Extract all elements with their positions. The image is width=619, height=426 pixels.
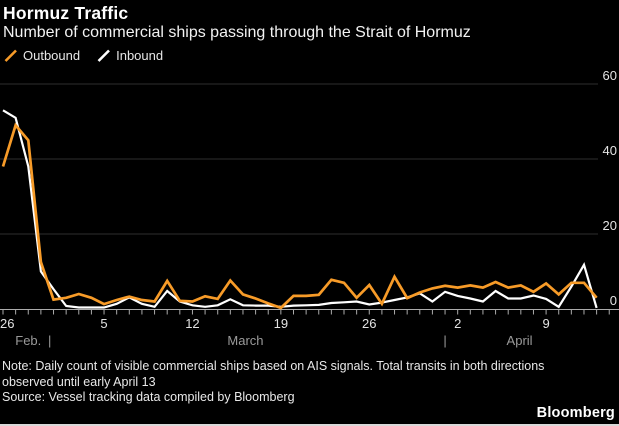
legend: Outbound Inbound — [4, 48, 163, 63]
chart-source: Source: Vessel tracking data compiled by… — [2, 390, 295, 404]
month-label-2: March — [227, 333, 263, 348]
slash-icon — [97, 49, 111, 62]
legend-item-inbound: Inbound — [97, 48, 163, 63]
month-label-3: | — [443, 333, 446, 348]
x-tick-label-1: 5 — [100, 316, 107, 331]
bloomberg-logo: Bloomberg — [536, 405, 615, 421]
month-label-0: Feb. — [15, 333, 41, 348]
slash-icon — [4, 49, 17, 62]
legend-label-outbound: Outbound — [23, 48, 81, 63]
chart-note: Note: Daily count of visible commercial … — [2, 359, 545, 389]
legend-item-outbound: Outbound — [4, 48, 80, 63]
y-axis-label-0: 0 — [610, 293, 617, 308]
legend-label-inbound: Inbound — [116, 48, 164, 63]
x-tick-label-6: 9 — [542, 316, 549, 331]
x-tick-label-5: 2 — [454, 316, 461, 331]
outbound-line — [1, 122, 598, 310]
y-axis-label-20: 20 — [603, 218, 617, 233]
inbound-line — [2, 109, 598, 309]
chart-subtitle: Number of commercial ships passing throu… — [3, 24, 471, 41]
x-tick-label-4: 26 — [362, 316, 376, 331]
page-title: Hormuz Traffic — [3, 3, 129, 23]
y-axis-label-40: 40 — [603, 143, 617, 158]
x-tick-label-3: 19 — [274, 316, 288, 331]
x-tick-label-2: 12 — [185, 316, 199, 331]
y-axis-label-60: 60 — [603, 68, 617, 83]
month-label-1: | — [48, 333, 51, 348]
month-label-4: April — [507, 333, 533, 348]
x-tick-label-0: 26 — [0, 316, 14, 331]
